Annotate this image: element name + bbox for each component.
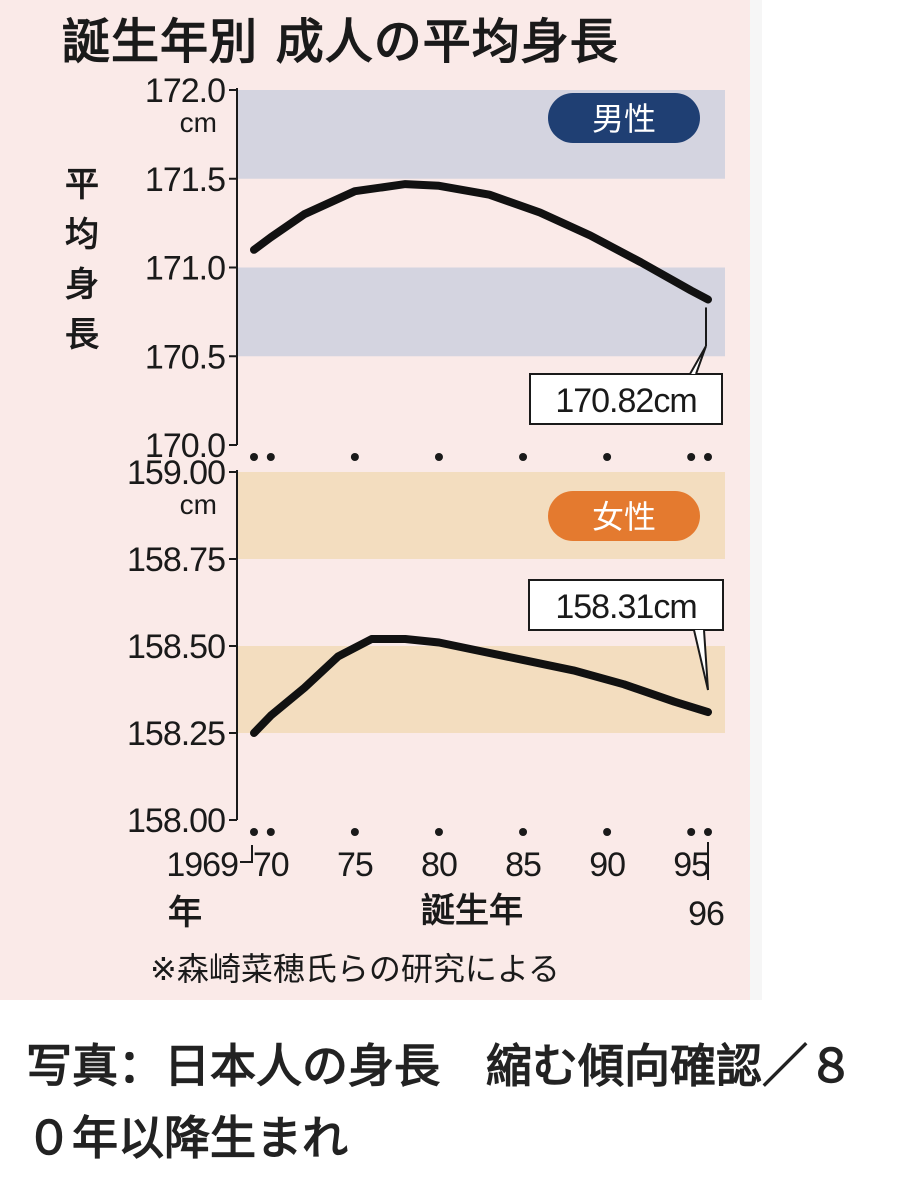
y-unit-0: cm xyxy=(180,107,217,138)
x-tick-dot-1-1 xyxy=(266,828,275,836)
callout-box-0 xyxy=(529,373,723,425)
x-tick-dot-1-3 xyxy=(434,828,443,836)
y-tick-label-1-3: 158.25 xyxy=(127,715,225,753)
x-tick-dot-1-0 xyxy=(250,828,258,836)
x-tick-dot-0-4 xyxy=(519,453,528,461)
x-tick-label-1: 70 xyxy=(253,846,289,884)
series-badge-0 xyxy=(548,93,700,143)
series-line-1 xyxy=(250,635,712,737)
x-tick-dot-0-1 xyxy=(266,453,275,461)
y-tick-label-0-4: 170.0 xyxy=(145,427,225,465)
x-tick-label-2: 75 xyxy=(337,846,373,884)
source-note: ※森崎菜穂氏らの研究による xyxy=(150,950,560,988)
series-badge-1 xyxy=(548,491,700,541)
series-badge-label-1: 女性 xyxy=(592,498,656,536)
x-tick-dot-1-6 xyxy=(687,828,696,836)
callout-label-0: 170.82cm xyxy=(555,382,696,420)
y-axis-label-char-2: 身 xyxy=(65,265,99,305)
y-tick-label-0-0: 172.0 xyxy=(145,72,225,110)
chart-title: 誕生年別 成人の平均身長 xyxy=(62,14,619,70)
x-tick-dot-1-2 xyxy=(350,828,359,836)
y-tick-label-1-0: 159.00 xyxy=(127,454,225,492)
x-tick-label-3: 80 xyxy=(421,846,457,884)
x-tick-dot-0-6 xyxy=(687,453,696,461)
y-tick-label-1-2: 158.50 xyxy=(127,628,225,666)
y-axis-label-char-3: 長 xyxy=(65,315,100,355)
callout-label-1: 158.31cm xyxy=(555,588,696,626)
x-tick-label-0: 1969 xyxy=(166,846,238,884)
chart-figure: 誕生年別 成人の平均身長 172.0 171.5 171.0 170.5 170.0 cm… xyxy=(0,0,750,1000)
callout-box-1 xyxy=(528,579,724,631)
figure-edge xyxy=(750,0,762,1000)
y-axis-label-char-1: 均 xyxy=(65,215,99,255)
x-year-suffix: 年 xyxy=(168,893,202,933)
y-tick-label-0-3: 170.5 xyxy=(145,338,225,376)
x-tick-label-6: 95 xyxy=(673,846,709,884)
y-tick-label-0-1: 171.5 xyxy=(145,161,225,199)
photo-caption: 写真：日本人の身長 縮む傾向確認／８０年以降生まれ xyxy=(26,1039,854,1165)
x-tick-dot-0-5 xyxy=(603,453,612,461)
x-tick-label-5: 90 xyxy=(589,846,625,884)
x-tick-leader-0 xyxy=(240,845,253,863)
grid-band-1-1 xyxy=(237,646,725,733)
x-tick-dot-1-5 xyxy=(603,828,612,836)
x-axis-label: 誕生年 xyxy=(421,891,523,931)
x-tick-dot-0-7 xyxy=(704,453,712,461)
line-chart: 172.0 171.5 171.0 170.5 170.0 cm 男性 170.82cm 159… xyxy=(65,72,725,988)
series-line-0 xyxy=(250,180,712,304)
x-tick-dot-0-3 xyxy=(434,453,443,461)
x-tick-label-4: 85 xyxy=(505,846,541,884)
series-badge-label-0: 男性 xyxy=(592,100,656,138)
y-unit-1: cm xyxy=(180,489,217,520)
x-tick-dot-1-4 xyxy=(519,828,528,836)
callout-pointer-1 xyxy=(693,629,709,691)
x-tick-dot-0-2 xyxy=(350,453,359,461)
x-tick-label-7: 96 xyxy=(688,895,724,933)
grid-band-0-1 xyxy=(237,267,725,357)
y-axis-label-char-0: 平 xyxy=(65,165,99,205)
y-tick-label-1-4: 158.00 xyxy=(127,802,225,840)
x-tick-dot-0-0 xyxy=(250,453,258,461)
y-tick-label-0-2: 171.0 xyxy=(145,250,225,288)
x-tick-dot-1-7 xyxy=(704,828,712,836)
y-tick-label-1-1: 158.75 xyxy=(127,541,225,579)
